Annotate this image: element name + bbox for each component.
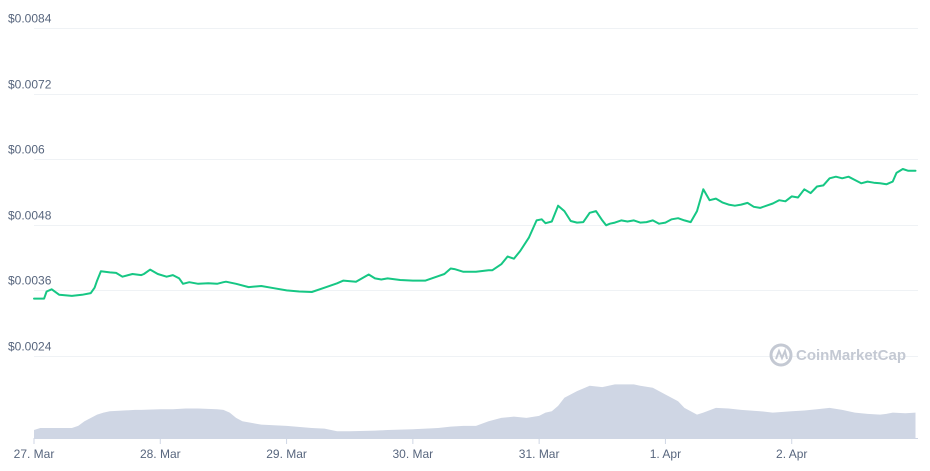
x-tick-label: 29. Mar <box>266 447 307 461</box>
x-axis-tick-labels: 27. Mar 28. Mar 29. Mar 30. Mar 31. Mar 1. Ap… <box>14 438 807 461</box>
x-tick-label: 30. Mar <box>393 447 434 461</box>
y-tick-label: $0.0072 <box>8 78 52 92</box>
y-tick-label: $0.0024 <box>8 340 52 354</box>
price-line-layer <box>33 168 917 300</box>
coinmarketcap-watermark: CoinMarketCap <box>769 343 906 367</box>
y-gridlines <box>34 28 918 357</box>
y-tick-label: $0.0084 <box>8 12 52 26</box>
coinmarketcap-logo-icon <box>769 343 793 367</box>
x-tick-label: 2. Apr <box>776 447 807 461</box>
y-tick-label: $0.0036 <box>8 274 52 288</box>
x-tick-label: 28. Mar <box>140 447 181 461</box>
watermark-text: CoinMarketCap <box>796 347 906 364</box>
y-tick-label: $0.0048 <box>8 209 52 223</box>
volume-area <box>34 384 916 438</box>
price-line <box>33 168 917 300</box>
x-tick-label: 27. Mar <box>14 447 55 461</box>
x-tick-label: 31. Mar <box>519 447 560 461</box>
y-axis-tick-labels: $0.0024 $0.0036 $0.0048 $0.006 $0.0072 $0.008… <box>8 12 52 354</box>
x-tick-label: 1. Apr <box>650 447 681 461</box>
volume-area-layer <box>34 384 916 438</box>
y-tick-label: $0.006 <box>8 143 45 157</box>
